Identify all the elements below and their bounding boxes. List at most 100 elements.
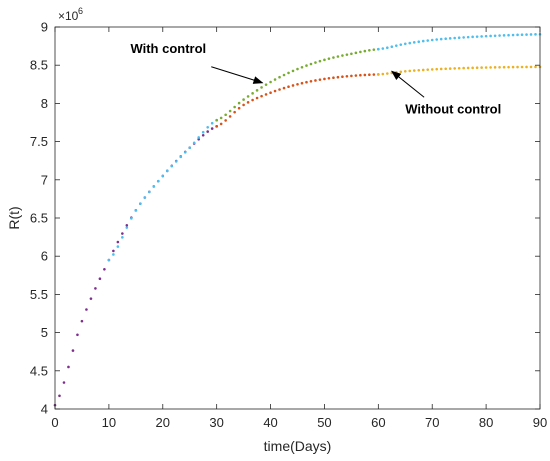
data-point [179,155,183,159]
y-tick-label: 8.5 [30,58,48,73]
data-point [511,65,515,69]
data-point [156,179,160,183]
data-point [511,33,515,37]
data-point [403,70,407,73]
data-point [278,75,281,79]
data-point [58,394,61,398]
data-point [300,81,304,85]
data-point [80,319,84,323]
data-point [332,56,335,59]
data-point [471,66,474,70]
annotation-label-1: With control [130,41,206,56]
data-point [363,49,367,53]
annotation-layer: With control Without control [130,41,501,116]
data-point [309,79,313,83]
data-point [183,151,187,154]
x-tick-label: 10 [102,415,116,430]
data-point [489,66,492,69]
series-2 [215,65,542,128]
y-tick-label: 5.5 [30,287,48,302]
data-point [444,67,447,71]
series-1-segment-4 [377,32,542,51]
data-point [390,45,394,49]
data-point [269,80,272,84]
x-axis-title: time(Days) [264,438,332,454]
data-point [529,33,533,36]
data-point [130,217,133,220]
data-point [161,174,165,178]
data-point [201,133,205,137]
data-point [457,36,461,39]
data-point [85,308,88,311]
data-point [341,54,344,57]
data-point [219,122,223,126]
data-point [368,48,371,52]
data-point [165,169,169,173]
data-point [462,66,465,70]
data-point [408,69,412,73]
data-point [502,34,506,37]
y-tick-label: 9 [41,20,48,35]
data-point [480,66,483,69]
data-point [439,37,443,41]
data-point [170,164,174,168]
data-point [386,72,389,75]
data-point [354,74,358,77]
data-point [430,68,434,71]
data-point [516,33,519,37]
data-point [359,73,362,77]
data-point [237,106,241,110]
data-point [534,33,537,36]
data-point [412,69,416,72]
data-point [287,85,290,89]
data-point [228,115,232,118]
data-point [255,96,259,100]
y-tick-label: 7.5 [30,134,48,149]
series-2-segment-1 [215,73,380,128]
y-axis-title: R(t) [6,206,22,229]
data-point [520,33,524,37]
data-point [345,53,349,56]
data-point [489,34,492,38]
data-point [448,67,452,70]
data-point [354,51,358,55]
data-point [493,34,497,38]
data-point [327,76,331,80]
data-point [260,94,263,98]
data-point [291,69,295,73]
y-tick-label: 5 [41,325,48,340]
data-point [188,146,192,150]
data-point [525,65,528,69]
data-point [426,68,430,71]
data-point [296,67,299,71]
data-point [435,67,439,71]
data-point [282,86,286,90]
data-point [516,65,519,69]
y-multiplier-exponent: 6 [78,6,83,16]
data-point [372,48,376,51]
data-point [314,61,317,64]
data-point [453,67,456,70]
y-tick-label: 4 [41,402,48,417]
data-point [484,34,488,38]
data-point [359,50,362,54]
data-point [296,83,299,86]
data-point [386,46,389,50]
data-point [498,65,501,69]
data-point [242,98,245,101]
data-point [457,66,461,70]
data-point [215,118,218,122]
data-point [121,236,124,239]
data-point [435,38,439,41]
data-point [134,209,138,212]
data-point [507,65,510,69]
data-point [323,58,326,62]
data-point [466,66,470,70]
data-point [336,75,340,79]
data-point [381,47,385,50]
data-point [372,73,376,76]
data-point [395,44,398,47]
x-tick-label: 60 [371,415,385,430]
data-point [112,249,115,253]
data-point [206,130,209,133]
